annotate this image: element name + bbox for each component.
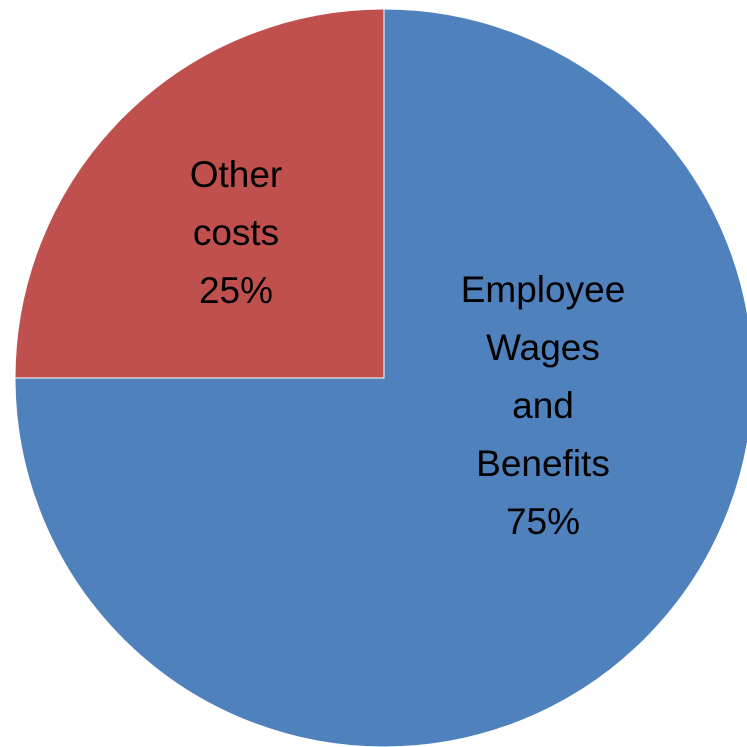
- slice-label-1: Other costs 25%: [190, 154, 283, 311]
- slice-label-0: Employee Wages and Benefits 75%: [461, 269, 626, 542]
- slice-name-label: costs: [193, 212, 279, 253]
- slice-name-label: Other: [190, 154, 283, 195]
- slice-name-label: Employee: [461, 269, 626, 310]
- slice-name-label: Wages: [486, 327, 600, 368]
- slice-percent-label: 75%: [506, 501, 580, 542]
- slice-percent-label: 25%: [199, 270, 273, 311]
- pie-slice-0: [14, 8, 747, 747]
- slice-name-label: and: [512, 385, 574, 426]
- pie-slice-1: [14, 8, 385, 379]
- slice-name-label: Benefits: [476, 443, 610, 484]
